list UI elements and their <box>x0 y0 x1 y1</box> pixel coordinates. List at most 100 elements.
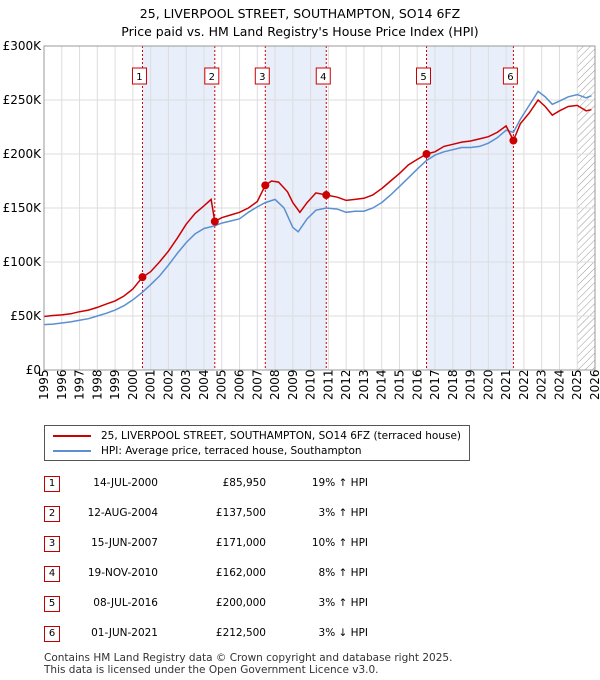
x-tick-label: 2010 <box>304 369 318 400</box>
sale-number-box <box>416 67 432 85</box>
sale-number-box <box>204 67 220 85</box>
sale-number-label: 4 <box>320 72 326 83</box>
x-tick-label: 2009 <box>286 369 300 400</box>
x-tick-label: 2003 <box>179 369 193 400</box>
legend-item-hpi: HPI: Average price, terraced house, Sout… <box>53 444 362 458</box>
transaction-hpi: 3% ↑ HPI <box>318 597 368 609</box>
x-tick-label: 2005 <box>215 369 229 400</box>
transaction-row: 4 19-NOV-2010 £162,000 8% ↑ HPI <box>0 566 600 582</box>
sale-point <box>422 150 431 158</box>
legend-label-hpi: HPI: Average price, terraced house, Sout… <box>101 445 362 457</box>
chart-legend: 25, LIVERPOOL STREET, SOUTHAMPTON, SO14 … <box>44 425 470 461</box>
footer-copyright: Contains HM Land Registry data © Crown c… <box>44 652 453 664</box>
x-tick-label: 2001 <box>144 369 158 400</box>
transaction-row: 6 01-JUN-2021 £212,500 3% ↓ HPI <box>0 626 600 642</box>
x-tick-label: 2015 <box>392 369 406 400</box>
legend-item-property: 25, LIVERPOOL STREET, SOUTHAMPTON, SO14 … <box>53 429 461 443</box>
x-tick-label: 2011 <box>321 369 335 400</box>
legend-label-property: 25, LIVERPOOL STREET, SOUTHAMPTON, SO14 … <box>101 430 462 442</box>
transaction-row: 2 12-AUG-2004 £137,500 3% ↑ HPI <box>0 506 600 522</box>
sale-number-label: 3 <box>259 72 265 83</box>
y-tick-label: £250K <box>3 93 43 107</box>
x-tick-label: 2018 <box>446 369 460 400</box>
transaction-date: 12-AUG-2004 <box>87 507 158 519</box>
legend-swatch-hpi <box>53 450 91 452</box>
sale-point <box>210 217 219 226</box>
x-tick-label: 2022 <box>517 369 531 400</box>
hpi-line <box>43 90 592 326</box>
sale-number-box <box>254 67 270 85</box>
price-chart: £0 £50K £100K £150K £200K £250K £300K 1995 1996 1… <box>3 39 600 400</box>
x-tick-label: 2020 <box>481 369 495 400</box>
footer-licence: This data is licensed under the Open Gov… <box>44 664 379 676</box>
sale-point <box>509 136 518 145</box>
transaction-date: 01-JUN-2021 <box>91 627 158 639</box>
y-tick-label: £100K <box>3 255 43 269</box>
x-tick-label: 2024 <box>552 369 566 400</box>
transaction-row: 3 15-JUN-2007 £171,000 10% ↑ HPI <box>0 536 600 552</box>
transaction-date: 19-NOV-2010 <box>87 567 158 579</box>
transaction-row: 1 14-JUL-2000 £85,950 19% ↑ HPI <box>0 476 600 492</box>
y-tick-label: £200K <box>3 147 43 161</box>
x-tick-label: 1997 <box>73 369 87 400</box>
transaction-number: 6 <box>44 626 60 642</box>
sale-number-label: 1 <box>136 72 142 83</box>
transaction-price: £200,000 <box>215 597 266 609</box>
x-tick-label: 2000 <box>126 369 140 400</box>
transaction-price: £137,500 <box>215 507 266 519</box>
transaction-number: 3 <box>44 536 60 552</box>
x-tick-label: 1996 <box>55 369 69 400</box>
x-tick-label: 2002 <box>161 369 175 400</box>
sale-point <box>261 181 270 190</box>
transaction-date: 08-JUL-2016 <box>93 597 158 609</box>
x-tick-label: 2014 <box>375 369 389 400</box>
sale-number-box <box>315 67 331 85</box>
x-tick-label: 2023 <box>535 369 549 400</box>
x-tick-label: 2006 <box>233 369 247 400</box>
x-tick-label: 2013 <box>357 369 371 400</box>
transaction-number: 1 <box>44 476 60 492</box>
transaction-date: 14-JUL-2000 <box>93 477 158 489</box>
x-tick-label: 1999 <box>108 369 122 400</box>
sale-point <box>322 191 331 200</box>
transaction-price: £212,500 <box>215 627 266 639</box>
y-tick-label: £300K <box>3 39 43 53</box>
chart-title-line1: 25, LIVERPOOL STREET, SOUTHAMPTON, SO14 … <box>139 6 461 21</box>
sale-number-box <box>131 67 147 85</box>
x-tick-label: 2017 <box>428 369 442 400</box>
x-tick-label: 2021 <box>499 369 513 400</box>
transaction-hpi: 3% ↑ HPI <box>318 507 368 519</box>
transaction-number: 4 <box>44 566 60 582</box>
x-tick-label: 2026 <box>588 369 600 400</box>
plot-frame <box>43 45 596 371</box>
legend-swatch-property <box>53 435 91 437</box>
x-tick-label: 2004 <box>197 369 211 400</box>
sale-number-label: 5 <box>420 72 426 83</box>
y-tick-label: £0 <box>26 363 41 377</box>
chart-title-line2: Price paid vs. HM Land Registry's House … <box>121 24 479 39</box>
transaction-price: £171,000 <box>215 537 266 549</box>
x-tick-label: 2007 <box>250 369 264 400</box>
x-tick-label: 2025 <box>570 369 584 400</box>
sale-number-label: 2 <box>209 72 215 83</box>
transaction-hpi: 3% ↓ HPI <box>318 627 368 639</box>
transaction-hpi: 19% ↑ HPI <box>311 477 368 489</box>
x-tick-label: 2012 <box>339 369 353 400</box>
transaction-row: 5 08-JUL-2016 £200,000 3% ↑ HPI <box>0 596 600 612</box>
x-tick-label: 1998 <box>90 369 104 400</box>
y-tick-label: £50K <box>10 309 42 323</box>
sale-point <box>138 273 147 282</box>
transaction-date: 15-JUN-2007 <box>91 537 158 549</box>
transaction-price: £85,950 <box>222 477 266 489</box>
transaction-hpi: 10% ↑ HPI <box>311 537 368 549</box>
y-tick-label: £150K <box>3 201 43 215</box>
transaction-number: 2 <box>44 506 60 522</box>
transaction-number: 5 <box>44 596 60 612</box>
x-tick-label: 1995 <box>37 369 51 400</box>
sale-number-box <box>502 67 518 85</box>
transaction-price: £162,000 <box>215 567 266 579</box>
transaction-hpi: 8% ↑ HPI <box>318 567 368 579</box>
sale-number-label: 6 <box>507 72 513 83</box>
x-tick-label: 2008 <box>268 369 282 400</box>
x-tick-label: 2019 <box>464 369 478 400</box>
